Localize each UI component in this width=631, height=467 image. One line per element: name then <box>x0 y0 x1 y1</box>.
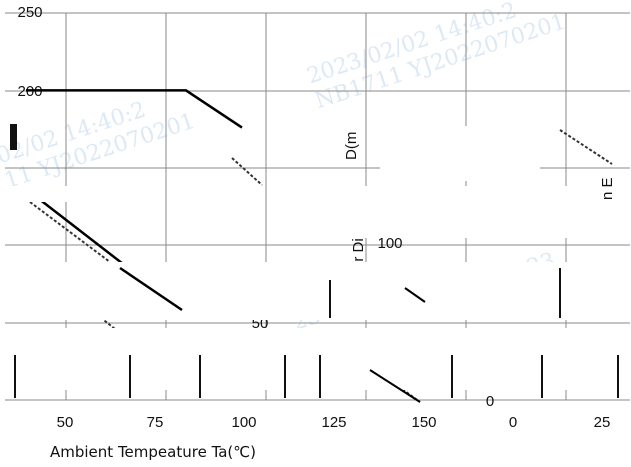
artifact-lines <box>14 268 619 398</box>
y-axis-label-fragment: n E <box>599 177 616 200</box>
overlay-block <box>380 126 540 181</box>
x-tick-label: 100 <box>231 414 256 431</box>
overlay-block <box>318 186 580 238</box>
y-tick-label: 250 <box>17 4 42 21</box>
y-axis-title-mark <box>10 124 17 150</box>
inset-derating-segment <box>369 369 421 403</box>
derating-line <box>26 89 243 129</box>
inset-x-tick-label: 25 <box>594 414 611 431</box>
y-axis-label-fragment: D(m <box>343 132 360 160</box>
inset-y-tick-label: 0 <box>486 393 494 410</box>
ghost-segment <box>231 157 263 186</box>
overlay-block <box>0 328 631 390</box>
x-axis-title: Ambient Tempeature Ta(℃) <box>50 443 256 461</box>
ghost-segment <box>21 195 111 263</box>
derating-line-segment <box>119 266 183 312</box>
x-tick-label: 150 <box>411 414 436 431</box>
x-tick-label: 50 <box>57 414 74 431</box>
overlay-block <box>0 262 631 320</box>
image-corruption-overlay <box>0 126 631 390</box>
x-tick-label: 125 <box>321 414 346 431</box>
inset-x-tick-label: 0 <box>509 414 517 431</box>
overlay-block <box>0 186 88 202</box>
x-tick-label: 75 <box>147 414 164 431</box>
inset-y-tick-label: 100 <box>377 235 402 252</box>
ghost-segment <box>559 129 613 165</box>
inset-derating-segment <box>404 287 426 303</box>
